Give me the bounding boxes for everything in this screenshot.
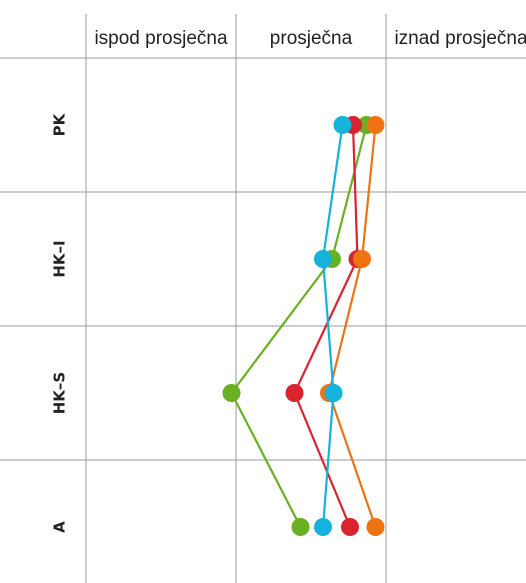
series-lines bbox=[230, 124, 377, 528]
series-line-1 bbox=[293, 124, 359, 528]
series-2-point-0 bbox=[366, 116, 385, 134]
series-3-point-1 bbox=[314, 250, 332, 268]
column-labels: ispod prosječna prosječna iznad prosječna bbox=[94, 28, 526, 49]
column-label-1: prosječna bbox=[270, 28, 353, 49]
series-line-2 bbox=[327, 124, 377, 528]
row-label-3: A bbox=[51, 521, 69, 533]
series-0-point-2 bbox=[222, 384, 241, 402]
series-line-3 bbox=[321, 124, 344, 528]
column-label-2: iznad prosječna bbox=[394, 28, 526, 49]
series-2-point-3 bbox=[366, 518, 385, 536]
row-label-0: PK bbox=[51, 112, 69, 136]
row-label-2: HK–S bbox=[51, 372, 69, 414]
series-3-point-0 bbox=[333, 116, 352, 134]
series-1-point-2 bbox=[285, 384, 304, 402]
series-line-0 bbox=[230, 124, 368, 528]
column-label-0: ispod prosječna bbox=[94, 28, 228, 49]
series-1-point-3 bbox=[341, 518, 359, 536]
chart-grid bbox=[0, 14, 526, 583]
series-3-point-3 bbox=[314, 518, 332, 536]
series-3-point-2 bbox=[324, 384, 343, 402]
row-label-1: HK–I bbox=[51, 240, 69, 277]
series-points bbox=[222, 116, 385, 536]
series-2-point-1 bbox=[353, 250, 371, 268]
row-labels: PK HK–I HK–S A bbox=[51, 112, 69, 532]
series-0-point-3 bbox=[291, 518, 310, 536]
